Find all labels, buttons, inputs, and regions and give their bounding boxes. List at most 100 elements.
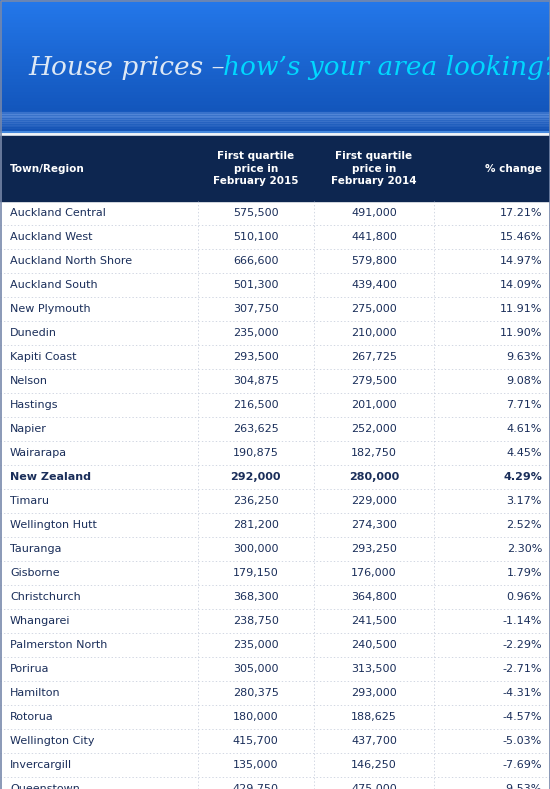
Bar xyxy=(0,83,550,84)
Bar xyxy=(0,43,550,44)
Bar xyxy=(0,80,550,81)
Bar xyxy=(0,46,550,47)
Bar xyxy=(0,123,550,125)
Text: 179,150: 179,150 xyxy=(233,568,279,578)
Bar xyxy=(0,18,550,20)
Text: 4.61%: 4.61% xyxy=(507,424,542,434)
Bar xyxy=(0,13,550,15)
Text: 429,750: 429,750 xyxy=(233,784,279,789)
Text: Rotorua: Rotorua xyxy=(10,712,54,722)
Text: 11.91%: 11.91% xyxy=(499,304,542,314)
Text: 240,500: 240,500 xyxy=(351,640,397,650)
Bar xyxy=(0,52,550,54)
Bar xyxy=(0,8,550,9)
Bar xyxy=(0,78,550,80)
Bar xyxy=(0,11,550,13)
Bar xyxy=(0,29,550,31)
Text: Wellington Hutt: Wellington Hutt xyxy=(10,520,97,530)
Text: 666,600: 666,600 xyxy=(233,256,278,266)
Bar xyxy=(0,50,550,52)
Text: 415,700: 415,700 xyxy=(233,736,279,746)
Text: Wellington City: Wellington City xyxy=(10,736,95,746)
Text: 305,000: 305,000 xyxy=(233,664,278,674)
Text: -4.31%: -4.31% xyxy=(503,688,542,698)
Bar xyxy=(0,124,550,125)
Bar xyxy=(0,99,550,101)
Bar xyxy=(0,116,550,118)
Text: 14.09%: 14.09% xyxy=(499,280,542,290)
Bar xyxy=(0,107,550,109)
Text: % change: % change xyxy=(485,163,542,174)
Text: 190,875: 190,875 xyxy=(233,448,279,458)
Text: -4.57%: -4.57% xyxy=(503,712,542,722)
Text: 2.52%: 2.52% xyxy=(507,520,542,530)
Text: 241,500: 241,500 xyxy=(351,616,397,626)
Bar xyxy=(0,15,550,17)
Text: how’s your area looking?: how’s your area looking? xyxy=(223,55,550,80)
Text: 9.08%: 9.08% xyxy=(507,376,542,386)
Text: 575,500: 575,500 xyxy=(233,208,278,218)
Text: 292,000: 292,000 xyxy=(230,472,281,482)
Text: 275,000: 275,000 xyxy=(351,304,397,314)
Text: 180,000: 180,000 xyxy=(233,712,278,722)
Bar xyxy=(0,125,550,126)
Text: Auckland West: Auckland West xyxy=(10,232,92,242)
Text: 263,625: 263,625 xyxy=(233,424,279,434)
Text: 7.71%: 7.71% xyxy=(507,400,542,410)
Bar xyxy=(0,122,550,124)
Bar xyxy=(0,126,550,128)
Bar xyxy=(0,118,550,119)
Text: New Plymouth: New Plymouth xyxy=(10,304,91,314)
Text: 491,000: 491,000 xyxy=(351,208,397,218)
Text: -7.69%: -7.69% xyxy=(503,760,542,770)
Text: -5.03%: -5.03% xyxy=(503,736,542,746)
Text: 210,000: 210,000 xyxy=(351,328,397,338)
Bar xyxy=(0,110,550,112)
Bar xyxy=(0,117,550,118)
Text: 441,800: 441,800 xyxy=(351,232,397,242)
Text: -9.53%: -9.53% xyxy=(503,784,542,789)
Text: 293,500: 293,500 xyxy=(233,352,279,362)
Bar xyxy=(0,62,550,63)
Bar xyxy=(0,36,550,37)
Text: 146,250: 146,250 xyxy=(351,760,397,770)
Text: 280,000: 280,000 xyxy=(349,472,399,482)
Bar xyxy=(0,69,550,70)
Text: Hastings: Hastings xyxy=(10,400,58,410)
Text: 304,875: 304,875 xyxy=(233,376,279,386)
Bar xyxy=(0,109,550,110)
Bar xyxy=(0,65,550,66)
Text: 293,250: 293,250 xyxy=(351,544,397,554)
Text: 439,400: 439,400 xyxy=(351,280,397,290)
Bar xyxy=(0,32,550,34)
Text: Auckland South: Auckland South xyxy=(10,280,98,290)
Bar xyxy=(0,77,550,78)
Bar xyxy=(0,103,550,104)
Text: 176,000: 176,000 xyxy=(351,568,397,578)
Bar xyxy=(0,86,550,88)
Bar xyxy=(0,92,550,94)
Text: 235,000: 235,000 xyxy=(233,640,278,650)
Text: 510,100: 510,100 xyxy=(233,232,278,242)
Bar xyxy=(0,17,550,18)
Text: -1.14%: -1.14% xyxy=(503,616,542,626)
Bar xyxy=(0,118,550,120)
Bar xyxy=(0,66,550,69)
Text: Kapiti Coast: Kapiti Coast xyxy=(10,352,76,362)
Text: 475,000: 475,000 xyxy=(351,784,397,789)
Text: 280,375: 280,375 xyxy=(233,688,279,698)
Bar xyxy=(0,28,550,29)
Bar xyxy=(0,96,550,98)
Bar xyxy=(0,0,550,2)
Text: Porirua: Porirua xyxy=(10,664,49,674)
Text: 11.90%: 11.90% xyxy=(499,328,542,338)
Text: 216,500: 216,500 xyxy=(233,400,278,410)
Bar xyxy=(0,112,550,114)
Bar xyxy=(0,81,550,83)
Text: Invercargill: Invercargill xyxy=(10,760,72,770)
Text: 252,000: 252,000 xyxy=(351,424,397,434)
Bar xyxy=(0,127,550,129)
Bar xyxy=(0,115,550,117)
Text: 182,750: 182,750 xyxy=(351,448,397,458)
Bar xyxy=(0,63,550,65)
